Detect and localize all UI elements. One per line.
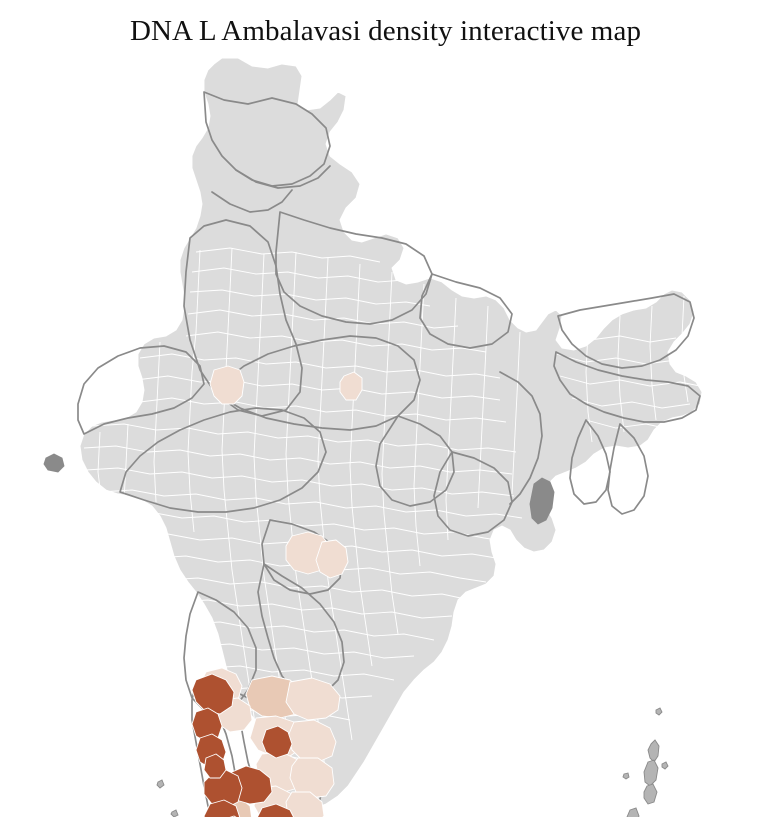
district-line-v14	[97, 431, 101, 489]
district-line-n1	[195, 247, 381, 263]
district-line-ne2	[555, 353, 697, 365]
state-borders	[77, 91, 701, 817]
highlighted-districts-dark[interactable]	[191, 673, 312, 817]
district-line-ne4	[571, 397, 691, 409]
district-line-v13	[123, 423, 129, 501]
district-line-ne3	[559, 375, 701, 387]
state-border-ne-mizo	[607, 423, 649, 515]
district-coimbatore-dark	[261, 725, 293, 759]
state-border-ne-south	[569, 419, 611, 505]
state-border-mp	[215, 335, 421, 431]
district-line-ne-v1	[585, 331, 593, 443]
district-line-v9	[445, 297, 457, 541]
district-nilgiris-dark	[203, 753, 227, 779]
district-line-n7	[135, 375, 501, 401]
district-line-ne5	[585, 419, 675, 431]
district-line-v7	[381, 271, 399, 635]
state-border-gujarat	[77, 345, 205, 435]
lakshadweep-dot-2	[170, 809, 179, 817]
district-tn-north-2	[285, 677, 341, 721]
nicobar-island-1	[626, 807, 640, 817]
district-line-n2	[191, 267, 405, 283]
district-line-s3	[207, 665, 395, 681]
state-border-wb	[499, 371, 543, 505]
district-line-n3	[189, 289, 431, 307]
andaman-island-south	[643, 783, 658, 805]
district-line-c3	[99, 489, 523, 519]
state-border-punjab-haryana	[211, 189, 293, 213]
state-border-rajasthan	[183, 219, 303, 417]
district-line-v11	[511, 331, 521, 495]
lakshadweep-dot-1	[156, 779, 165, 789]
district-line-c1	[83, 445, 513, 475]
district-madurai-dark	[256, 803, 295, 817]
district-tn-south-2	[285, 791, 325, 817]
state-border-up	[275, 211, 433, 325]
state-border-assam	[553, 351, 701, 423]
district-rajasthan-light	[209, 365, 245, 405]
district-line-c7	[165, 577, 471, 601]
district-ernakulam	[203, 799, 241, 817]
andaman-island-mid	[643, 759, 659, 787]
state-border-bihar	[419, 273, 513, 349]
district-tn-mid-4	[289, 757, 335, 799]
district-line-v6	[349, 263, 373, 667]
andaman-dot-3	[622, 772, 630, 780]
state-border-maharashtra	[119, 407, 327, 513]
district-line-ne1	[559, 331, 677, 343]
state-border-ne	[557, 293, 695, 369]
nodata-sundarbans	[529, 477, 555, 525]
district-line-v1	[187, 249, 201, 533]
andaman-island-north	[647, 739, 660, 763]
state-border-odisha	[433, 451, 513, 537]
district-line-v2	[221, 247, 257, 731]
state-border-jk	[203, 91, 331, 187]
district-line-s2	[197, 643, 415, 659]
district-line-v10	[477, 305, 489, 509]
district-line-n4	[187, 309, 459, 329]
district-line-s1	[187, 621, 435, 641]
nodata-kutch-tip	[43, 453, 65, 473]
andaman-dot-2	[661, 761, 669, 770]
district-kannur	[191, 673, 235, 715]
district-line-v12	[153, 341, 161, 503]
state-border-himachal	[235, 165, 331, 189]
district-line-n5	[185, 331, 487, 353]
andaman-dot-1	[655, 707, 663, 716]
district-line-n8	[139, 397, 507, 423]
district-line-v8	[413, 283, 425, 567]
district-line-ne-v3	[649, 305, 657, 421]
map-svg[interactable]	[0, 52, 771, 817]
state-border-chhattisgarh	[375, 415, 455, 507]
district-line-c8	[175, 599, 453, 619]
page-title: DNA L Ambalavasi density interactive map	[129, 15, 642, 47]
district-borders	[83, 247, 701, 799]
district-line-n6	[139, 353, 501, 379]
district-up-light	[339, 371, 363, 401]
district-telangana-light-2	[315, 539, 349, 579]
district-line-c4	[117, 511, 511, 543]
district-line-ne-v4	[681, 295, 689, 403]
island-group	[156, 707, 669, 817]
nodata-patches	[43, 453, 555, 525]
india-choropleth-map[interactable]	[0, 52, 771, 817]
